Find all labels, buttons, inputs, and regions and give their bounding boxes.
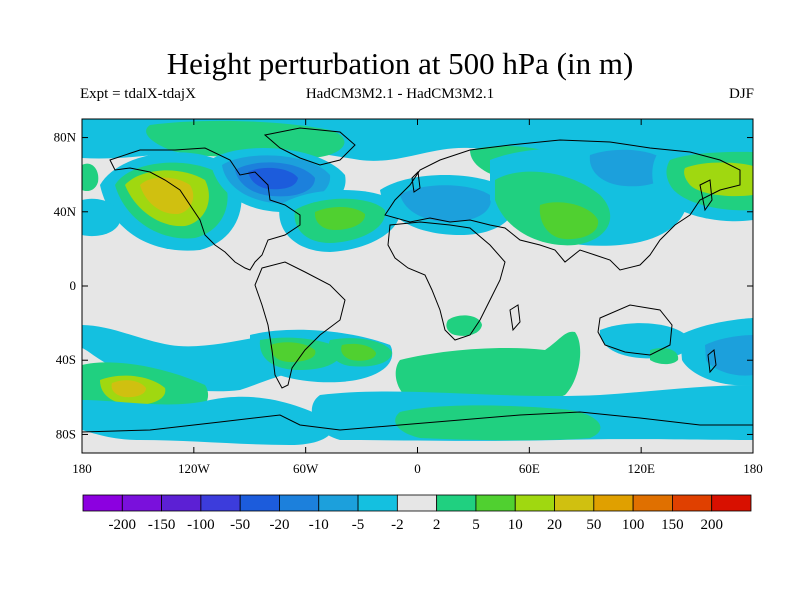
- lon-tick-label: 180: [72, 461, 92, 476]
- colorbar-label: -20: [269, 517, 289, 533]
- asia-lime: [539, 202, 599, 240]
- colorbar-swatch: [396, 494, 438, 512]
- lat-tick-label: 80S: [56, 426, 76, 441]
- coastlines: [82, 127, 753, 433]
- colorbar-label: 50: [586, 517, 601, 533]
- southern-ocean-green: [395, 405, 601, 441]
- lat-tick-label: 80N: [54, 130, 77, 145]
- lat-tick-label: 40S: [56, 352, 76, 367]
- colorbar-label: -100: [187, 517, 215, 533]
- coast-north-america: [109, 147, 301, 271]
- axis-ticks: 180 120W 60W 0 60E 120E 180 80N 40N 0 40S 80S: [54, 119, 763, 476]
- pacific-east-lime: [684, 162, 753, 197]
- west-pacific-cyan: [82, 198, 121, 237]
- colorbar-label: 5: [472, 517, 480, 533]
- colorbar-swatch: [200, 494, 241, 512]
- colorbar-swatch: [121, 494, 162, 512]
- colorbar-label: -5: [352, 517, 365, 533]
- plot-title: Height perturbation at 500 hPa (in m): [166, 46, 634, 81]
- colorbar-label: -50: [230, 517, 250, 533]
- southeast-pacific-blue: [705, 335, 753, 376]
- south-atlantic-lime: [341, 343, 376, 361]
- colorbar-label: 100: [622, 517, 645, 533]
- colorbar-label: -150: [148, 517, 176, 533]
- east-asia-blue: [589, 149, 671, 187]
- colorbar-label: 20: [547, 517, 562, 533]
- colorbar-label: -2: [391, 517, 404, 533]
- season-label: DJF: [728, 86, 754, 102]
- lon-tick-label: 120W: [178, 461, 211, 476]
- lat-tick-label: 40N: [54, 204, 77, 219]
- colorbar-swatch: [475, 494, 516, 512]
- coast-madagascar: [509, 304, 521, 332]
- lon-tick-label: 180: [743, 461, 763, 476]
- coast-antarctica: [82, 411, 753, 433]
- colorbar-swatch: [161, 494, 202, 512]
- lat-tick-label: 0: [70, 278, 77, 293]
- map-field: [82, 119, 753, 453]
- model-comparison-label: HadCM3M2.1 - HadCM3M2.1: [305, 86, 495, 102]
- colorbar-label: 150: [661, 517, 684, 533]
- colorbar-swatch: [672, 494, 713, 512]
- colorbar-swatch: [514, 494, 555, 512]
- colorbar-swatch: [82, 494, 123, 512]
- colorbar-label: 10: [508, 517, 523, 533]
- coast-africa: [387, 221, 506, 341]
- colorbar-label: -200: [109, 517, 137, 533]
- coast-south-america: [254, 261, 346, 389]
- colorbar-label: -10: [309, 517, 329, 533]
- coast-japan: [699, 179, 713, 212]
- south-pacific-yellow: [111, 380, 146, 398]
- coast-australia: [597, 304, 673, 356]
- europe-low-blue: [400, 185, 491, 222]
- canada-low-inner: [248, 167, 298, 190]
- colorbar-swatch: [239, 494, 280, 512]
- atlantic-lime: [314, 206, 366, 230]
- colorbar-swatch: [279, 494, 320, 512]
- colorbar-swatch: [593, 494, 634, 512]
- pacific-west-green: [82, 163, 99, 192]
- colorbar-swatch: [554, 494, 595, 512]
- coast-greenland: [263, 127, 356, 166]
- west-na-yellow: [140, 177, 194, 215]
- colorbar: -200 -150 -100 -50 -20 -10 -5 -2 2 5 10 20 50 100 150 2…: [82, 494, 752, 533]
- lon-tick-label: 120E: [627, 461, 655, 476]
- colorbar-label: 2: [433, 517, 441, 533]
- experiment-label: Expt = tdalX-tdajX: [80, 86, 196, 102]
- colorbar-label: 200: [700, 517, 723, 533]
- south-america-lime: [270, 342, 316, 362]
- coast-uk: [411, 170, 421, 193]
- lon-tick-label: 60W: [293, 461, 319, 476]
- indian-ocean-green: [395, 331, 581, 407]
- colorbar-swatch: [318, 494, 359, 512]
- tasman-green: [650, 348, 679, 365]
- colorbar-swatch: [711, 494, 752, 512]
- colorbar-swatch: [357, 494, 398, 512]
- lon-tick-label: 60E: [519, 461, 540, 476]
- south-cyan-band-west: [82, 396, 333, 445]
- colorbar-swatch: [632, 494, 673, 512]
- lon-tick-label: 0: [414, 461, 421, 476]
- colorbar-swatch: [436, 494, 477, 512]
- coast-eurasia: [384, 139, 741, 271]
- coast-new-zealand: [707, 349, 717, 374]
